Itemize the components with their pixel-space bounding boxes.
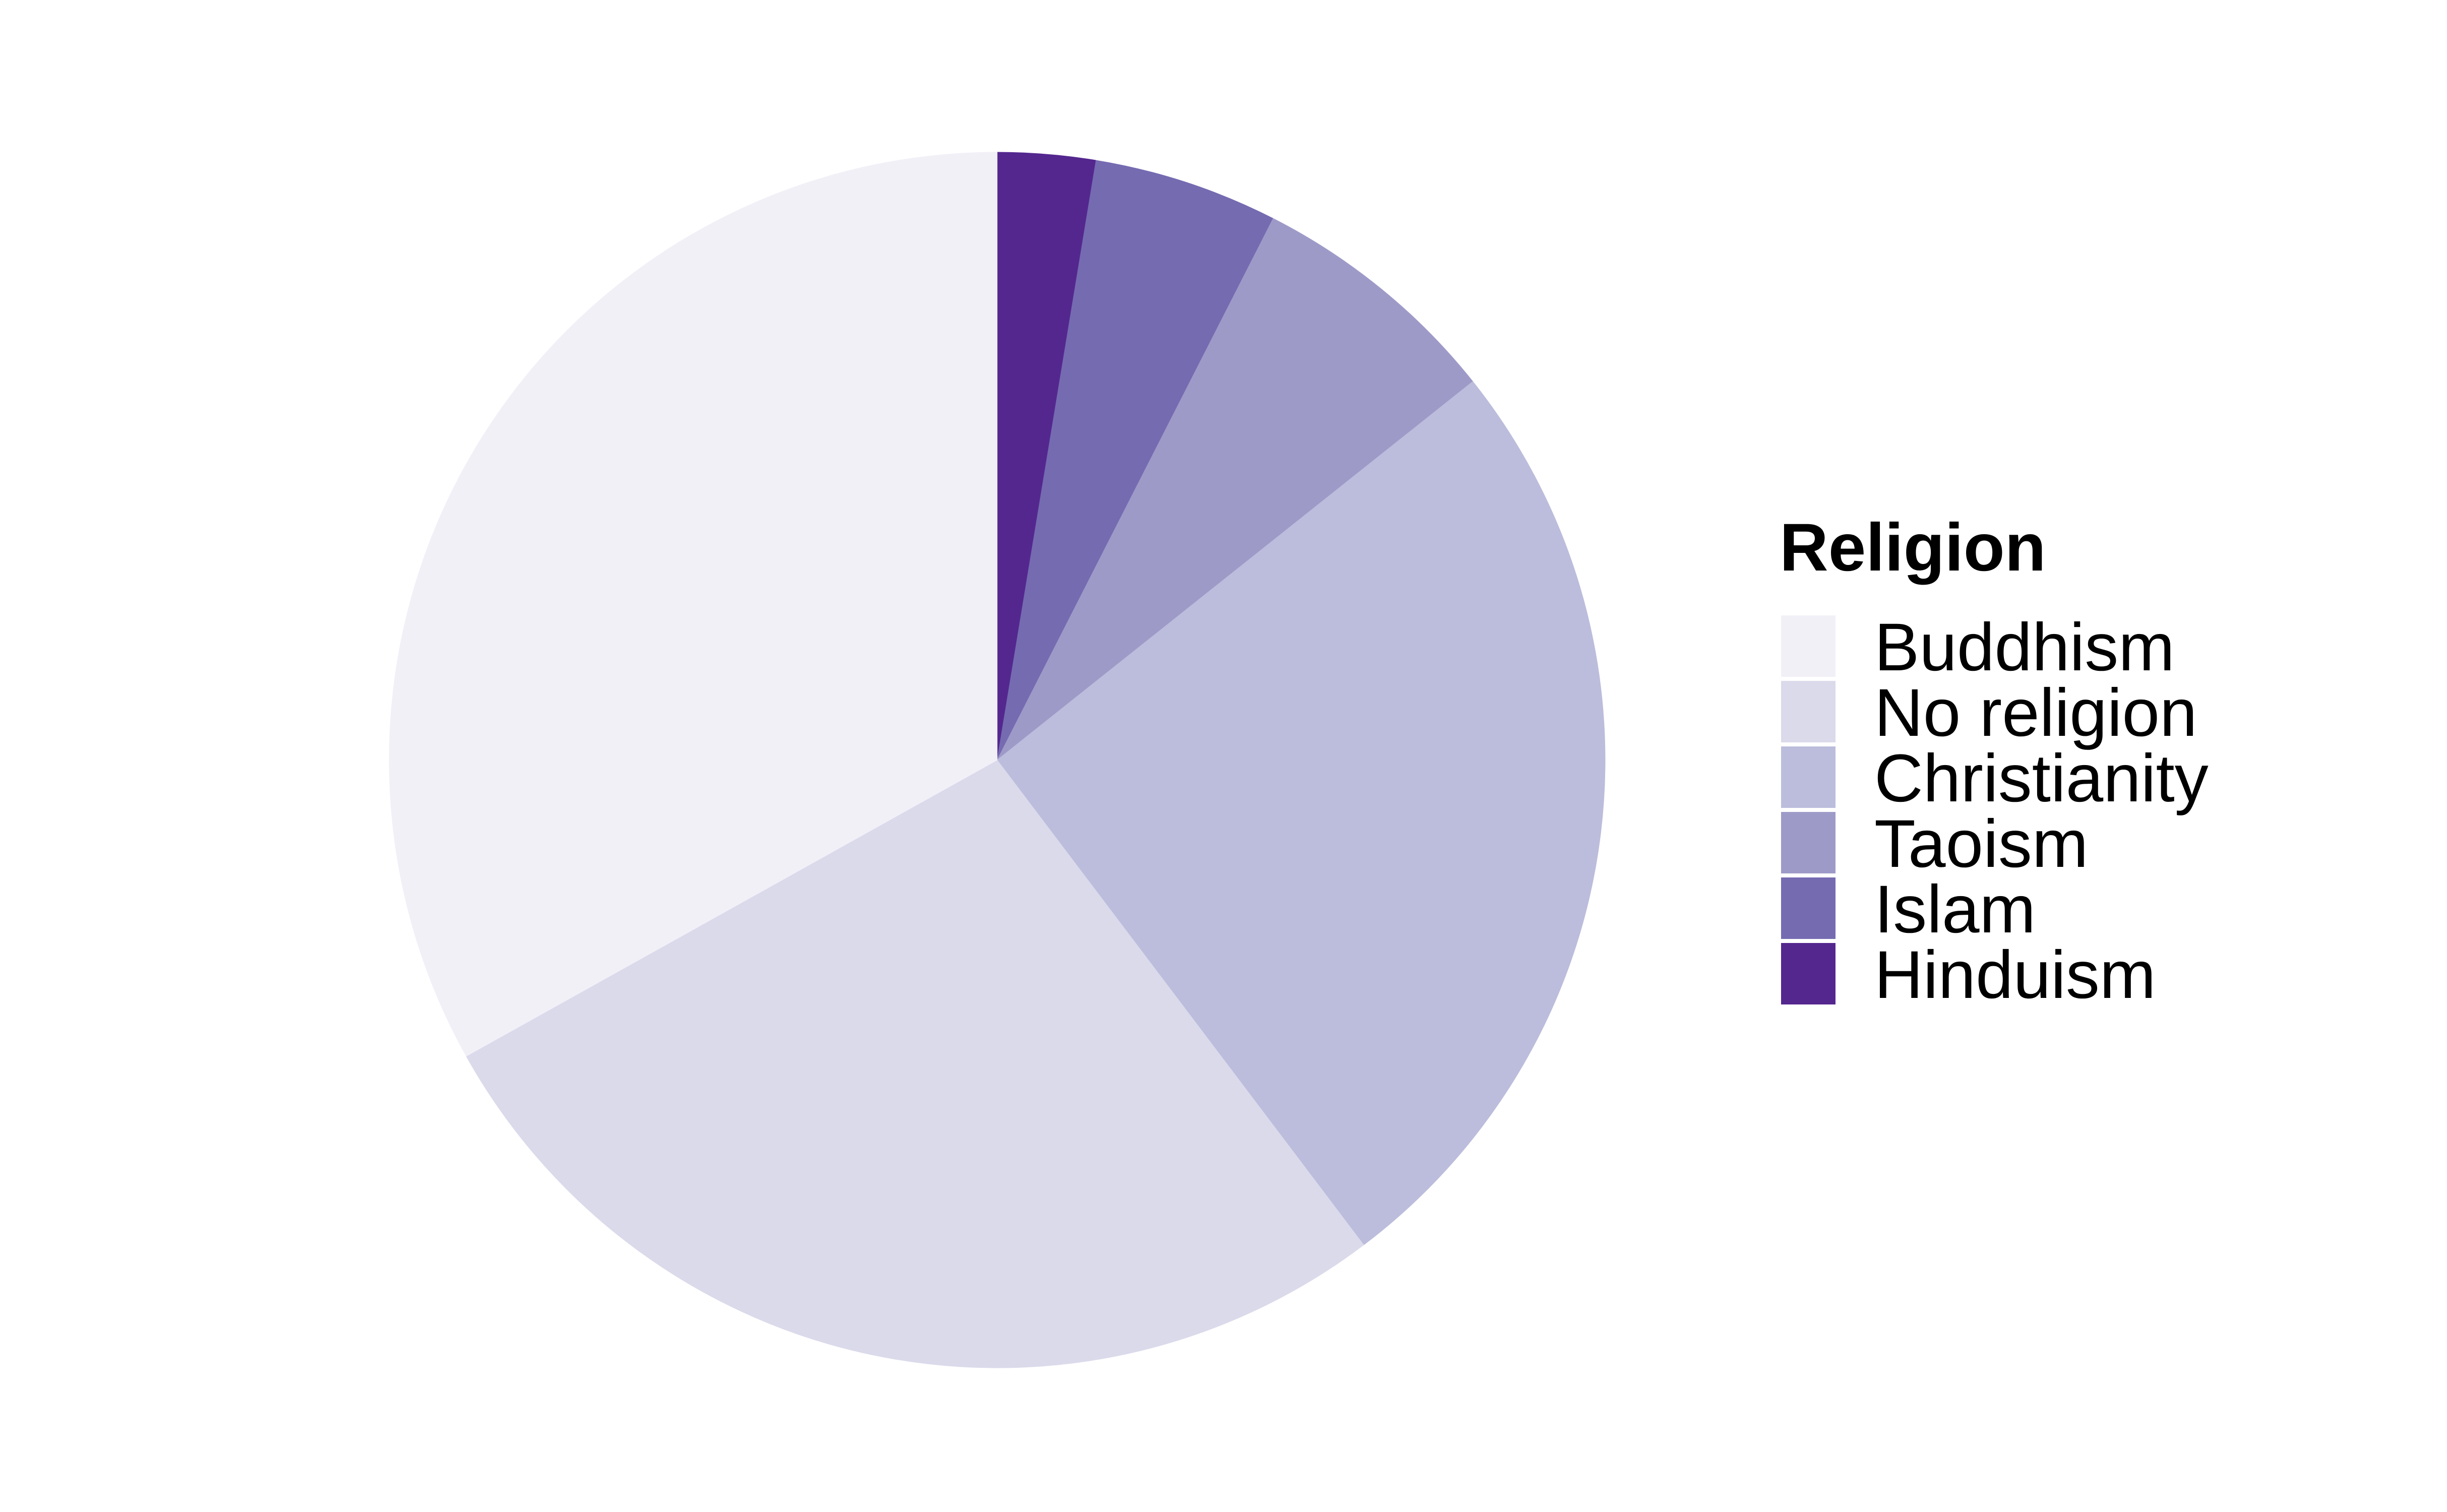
legend-label-buddhism: Buddhism [1874,610,2175,685]
legend-item-buddhism: Buddhism [1778,610,2175,685]
legend-key-buddhism [1778,612,1839,680]
legend-label-no-religion: No religion [1874,675,2197,750]
legend-key-christianity [1778,743,1839,811]
pie-slice-taoism [997,218,1474,761]
legend-label-islam: Islam [1874,872,2036,947]
legend-key-no-religion [1778,678,1839,745]
pie-slice-no-religion [466,760,1364,1368]
legend-key-islam [1778,874,1839,942]
legend-item-hinduism: Hinduism [1778,937,2156,1013]
legend-item-christianity: Christianity [1778,741,2209,816]
legend-item-taoism: Taoism [1778,806,2088,881]
pie-slice-buddhism [389,152,998,1057]
pie-slices [389,152,1606,1368]
legend-label-hinduism: Hinduism [1874,937,2156,1013]
legend-key-taoism [1778,809,1839,876]
pie-slice-christianity [997,381,1606,1245]
legend-item-islam: Islam [1778,872,2036,947]
pie-slice-islam [997,160,1274,761]
legend-key-hinduism [1778,940,1839,1007]
legend-label-taoism: Taoism [1874,806,2088,881]
legend-title: Religion [1780,510,2046,585]
legend-label-christianity: Christianity [1874,741,2209,816]
legend-item-no-religion: No religion [1778,675,2197,750]
